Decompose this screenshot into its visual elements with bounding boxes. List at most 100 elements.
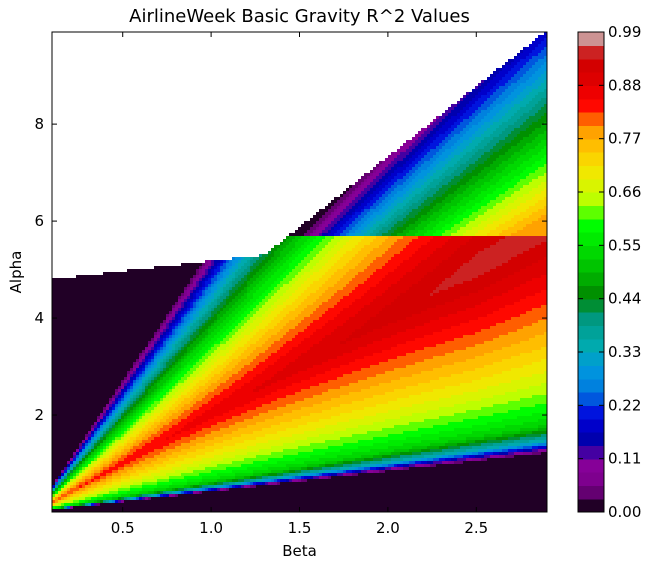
contour-cell (364, 269, 376, 272)
contour-cell (196, 455, 214, 458)
contour-cell (298, 314, 310, 317)
contour-cell (334, 272, 346, 275)
colorbar-band (578, 218, 604, 233)
contour-cell (385, 290, 406, 293)
contour-cell (127, 443, 133, 446)
contour-cell (223, 446, 247, 449)
contour-cell (397, 332, 433, 335)
contour-cell (289, 476, 292, 479)
contour-cell (208, 482, 214, 485)
contour-cell (109, 461, 112, 464)
contour-cell (130, 476, 142, 479)
contour-cell (256, 305, 262, 308)
contour-cell (415, 350, 454, 353)
contour-cell (475, 368, 511, 371)
contour-cell (130, 386, 133, 389)
contour-cell (184, 287, 187, 290)
contour-cell (202, 323, 205, 326)
contour-cell (280, 242, 283, 245)
contour-cell (217, 302, 220, 305)
contour-cell (391, 215, 397, 218)
contour-cell (178, 398, 184, 401)
contour-cell (376, 374, 412, 377)
contour-cell (220, 302, 226, 305)
contour-cell (151, 461, 163, 464)
contour-cell (472, 446, 487, 449)
contour-cell (88, 443, 91, 446)
contour-cell (475, 233, 487, 236)
contour-cell (211, 365, 217, 368)
contour-cell (130, 401, 133, 404)
contour-cell (409, 449, 421, 452)
contour-cell (433, 134, 439, 137)
contour-cell (187, 416, 196, 419)
contour-cell (139, 359, 142, 362)
contour-cell (367, 344, 397, 347)
contour-cell (58, 494, 61, 497)
contour-cell (472, 452, 478, 455)
contour-cell (211, 323, 214, 326)
contour-cell (451, 227, 460, 230)
contour-cell (280, 275, 286, 278)
contour-cell (454, 455, 463, 458)
contour-cell (379, 197, 385, 200)
contour-cell (223, 305, 226, 308)
contour-cell (64, 491, 67, 494)
contour-cell (79, 497, 85, 500)
contour-cell (115, 428, 118, 431)
contour-cell (325, 470, 331, 473)
contour-cell (250, 362, 259, 365)
contour-cell (409, 146, 415, 149)
contour-cell (97, 497, 106, 500)
contour-cell (514, 215, 529, 218)
contour-cell (418, 137, 424, 140)
contour-cell (364, 221, 370, 224)
contour-cell (481, 221, 493, 224)
contour-cell (208, 311, 211, 314)
contour-cell (277, 284, 283, 287)
contour-cell (178, 362, 181, 365)
contour-cell (259, 338, 268, 341)
contour-cell (454, 461, 463, 464)
contour-cell (505, 152, 514, 155)
contour-cell (262, 299, 268, 302)
contour-cell (250, 269, 253, 272)
contour-cell (133, 362, 136, 365)
contour-cell (181, 386, 187, 389)
contour-cell (166, 350, 169, 353)
contour-cell (385, 221, 391, 224)
contour-cell (277, 479, 280, 482)
contour-cell (208, 263, 211, 266)
contour-cell (76, 455, 79, 458)
contour-cell (163, 338, 166, 341)
contour-cell (256, 443, 283, 446)
contour-cell (196, 374, 202, 377)
contour-cell (112, 479, 121, 482)
contour-cell (226, 467, 247, 470)
contour-cell (322, 401, 352, 404)
contour-cell (334, 209, 337, 212)
contour-cell (169, 389, 172, 392)
contour-cell (106, 407, 109, 410)
contour-cell (388, 158, 394, 161)
contour-cell (448, 440, 466, 443)
contour-cell (448, 134, 454, 137)
contour-cell (391, 167, 397, 170)
contour-cell (226, 302, 229, 305)
contour-cell (334, 245, 343, 248)
contour-cell (127, 392, 130, 395)
contour-cell (235, 326, 241, 329)
contour-cell (490, 119, 499, 122)
contour-cell (247, 272, 250, 275)
contour-cell (508, 212, 520, 215)
contour-cell (532, 41, 541, 44)
contour-cell (163, 383, 166, 386)
contour-cell (175, 326, 178, 329)
contour-cell (361, 248, 373, 251)
contour-cell (343, 353, 373, 356)
contour-cell (127, 452, 133, 455)
contour-cell (223, 458, 244, 461)
contour-cell (325, 263, 334, 266)
contour-cell (97, 416, 100, 419)
contour-cell (187, 335, 190, 338)
